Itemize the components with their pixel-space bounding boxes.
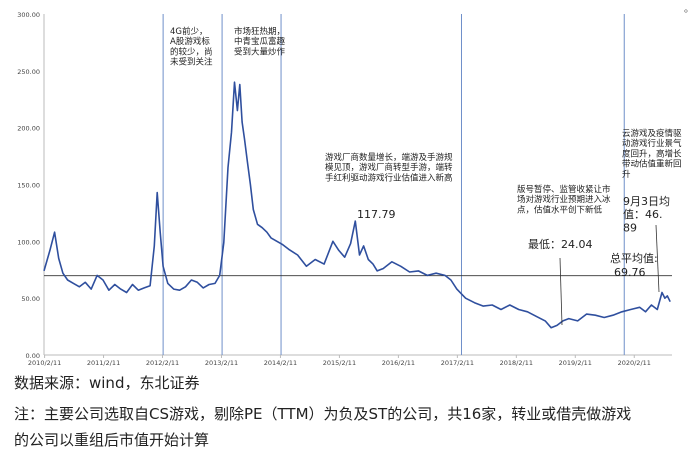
series-group [43, 81, 671, 329]
annotation-line: 云游戏及疫情驱 [622, 128, 682, 139]
x-tick-label: 2013/2/11 [205, 359, 238, 367]
top-fragment: 。 [684, 4, 694, 15]
arrow-last [655, 224, 660, 293]
y-tick-label: 100.00 [17, 238, 40, 246]
annotation-line: 场对游戏行业预期进入冰 [517, 194, 611, 205]
y-tick-label: 300.00 [17, 11, 40, 19]
x-tick-label: 2011/2/11 [87, 359, 120, 367]
x-tick-label: 2014/2/11 [264, 359, 297, 367]
annotation-line: 动游戏行业景气 [622, 138, 682, 149]
annotation-line: 点，估值水平创下新低 [517, 204, 603, 215]
x-tick-label: 2017/2/11 [441, 359, 474, 367]
pe-line-chart: 0.00 50.00 100.00 150.00 200.00 250.00 300.00 2… [17, 11, 682, 367]
annotation-line: 游戏厂商数量增长，端游及手游规 [325, 152, 453, 163]
annotation-line: 度回升，高增长 [622, 148, 682, 159]
annotation-line: 带动估值重新回 [622, 159, 682, 170]
annotation-line: 受到大量炒作 [234, 46, 286, 57]
y-tick-label: 0.00 [26, 352, 40, 360]
annotation-text: 最低：24.04 [528, 238, 593, 251]
y-tick-label: 250.00 [17, 68, 40, 76]
y-tick-label: 200.00 [17, 125, 40, 133]
footnote-line-1: 注：主要公司选取自CS游戏，剔除PE（TTM）为负及ST的公司，共16家，转业或… [14, 405, 632, 423]
annotation-text: 117.79 [357, 208, 396, 221]
x-tick-label: 2010/2/11 [28, 359, 61, 367]
annotation-line: 值：46. [623, 208, 663, 221]
annotation-text: 市场狂热期，中青宝瓜富趣受到大量炒作 [234, 26, 286, 57]
y-tick-label: 150.00 [17, 182, 40, 190]
chart-axes: 0.00 50.00 100.00 150.00 200.00 250.00 300.00 2… [17, 11, 672, 367]
footnote-line-2: 的公司以重组后市值开始计算 [14, 431, 210, 449]
annotation-text: 云游戏及疫情驱动游戏行业景气度回升，高增长带动估值重新回升 [622, 128, 682, 180]
annotation-line: 89 [623, 221, 637, 234]
annotation-text: 9月3日均值：46. 89 [623, 195, 670, 234]
x-tick-label: 2012/2/11 [146, 359, 179, 367]
x-tick-label: 2019/2/11 [559, 359, 592, 367]
annotation-line: 模见顶，游戏厂商转型手游，端转 [325, 162, 453, 173]
annotations: 4G前少， A股游戏标的较少，尚未受到关注市场狂热期，中青宝瓜富趣受到大量炒作游戏… [170, 26, 682, 326]
annotation-line: 市场狂热期， [234, 26, 285, 37]
annotation-text: 版号暂停、监管收紧让市场对游戏行业预期进入冰点，估值水平创下新低 [517, 184, 611, 215]
annotation-line: 未受到关注 [170, 57, 213, 68]
y-tick-label: 50.00 [21, 295, 40, 303]
x-tick-label: 2016/2/11 [382, 359, 415, 367]
x-tick-label: 2020/2/11 [618, 359, 651, 367]
mean-value: 69.76 [614, 266, 646, 279]
x-tick-label: 2015/2/11 [323, 359, 356, 367]
annotation-line: 手红利驱动游戏行业估值进入新高 [325, 172, 453, 183]
annotation-line: 9月3日均 [623, 195, 670, 208]
annotation-text: 4G前少， A股游戏标的较少，尚未受到关注 [170, 26, 213, 68]
annotation-line: 升 [622, 169, 631, 180]
annotation-line: 的较少，尚 [170, 46, 213, 57]
arrow-low [559, 257, 563, 326]
annotation-line: A股游戏标 [170, 36, 210, 47]
annotation-line: 中青宝瓜富趣 [234, 36, 286, 47]
x-tick-label: 2018/2/11 [500, 359, 533, 367]
mean-label: 总平均值: [610, 251, 658, 265]
annotation-line: 版号暂停、监管收紧让市 [517, 184, 611, 195]
annotation-text: 游戏厂商数量增长，端游及手游规模见顶，游戏厂商转型手游，端转手红利驱动游戏行业估… [325, 152, 453, 183]
annotation-line: 4G前少， [170, 26, 208, 37]
event-lines [162, 14, 625, 355]
data-source: 数据来源：wind，东北证券 [14, 374, 200, 392]
